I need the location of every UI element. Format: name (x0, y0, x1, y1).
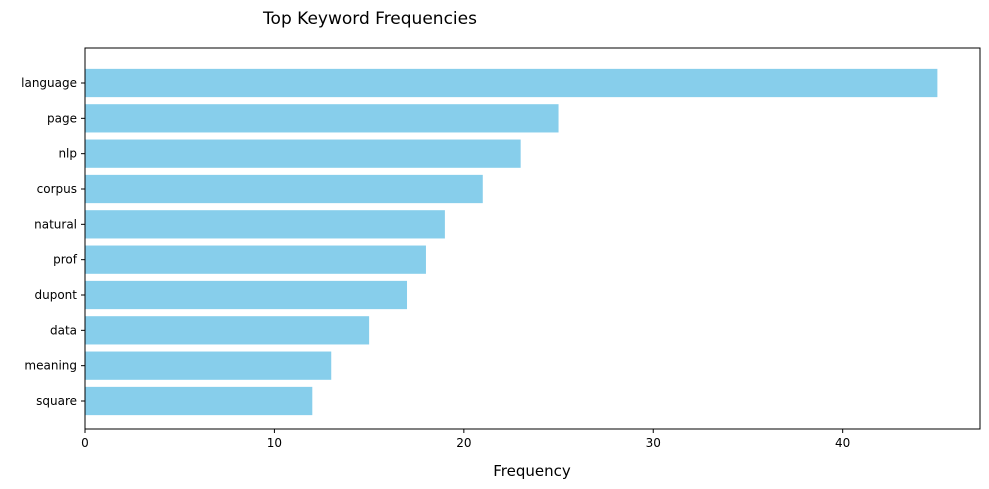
bar-prof (85, 245, 426, 274)
bar-language (85, 68, 938, 98)
bar-meaning (85, 351, 332, 380)
bar-dupont (85, 280, 408, 310)
bar-natural (85, 210, 445, 239)
y-tick-label: page (47, 111, 77, 125)
y-axis-ticks: language page nlp corpus natural prof dupont da… (21, 76, 85, 408)
x-tick-label: 20 (456, 436, 471, 450)
x-tick-label: 30 (646, 436, 661, 450)
y-tick-label: corpus (37, 182, 77, 196)
plot-frame (84, 47, 981, 430)
x-tick-label: 0 (81, 436, 89, 450)
bar-square (85, 386, 313, 416)
y-tick-label: data (50, 323, 77, 337)
bar-page (85, 104, 559, 133)
bars-group (85, 68, 938, 416)
y-tick-label: natural (34, 217, 77, 231)
y-tick-label: language (21, 76, 77, 90)
y-tick-label: dupont (35, 288, 78, 302)
x-axis-ticks: 0 10 20 30 40 (81, 429, 850, 450)
x-axis-label: Frequency (493, 462, 571, 480)
bar-corpus (85, 174, 483, 204)
y-tick-label: meaning (24, 359, 77, 373)
y-tick-label: square (36, 394, 77, 408)
y-tick-label: nlp (58, 147, 77, 161)
bar-nlp (85, 139, 521, 168)
bar-data (85, 316, 370, 345)
chart-title: Top Keyword Frequencies (262, 9, 477, 29)
x-tick-label: 40 (835, 436, 850, 450)
y-tick-label: prof (53, 253, 78, 267)
x-tick-label: 10 (267, 436, 282, 450)
